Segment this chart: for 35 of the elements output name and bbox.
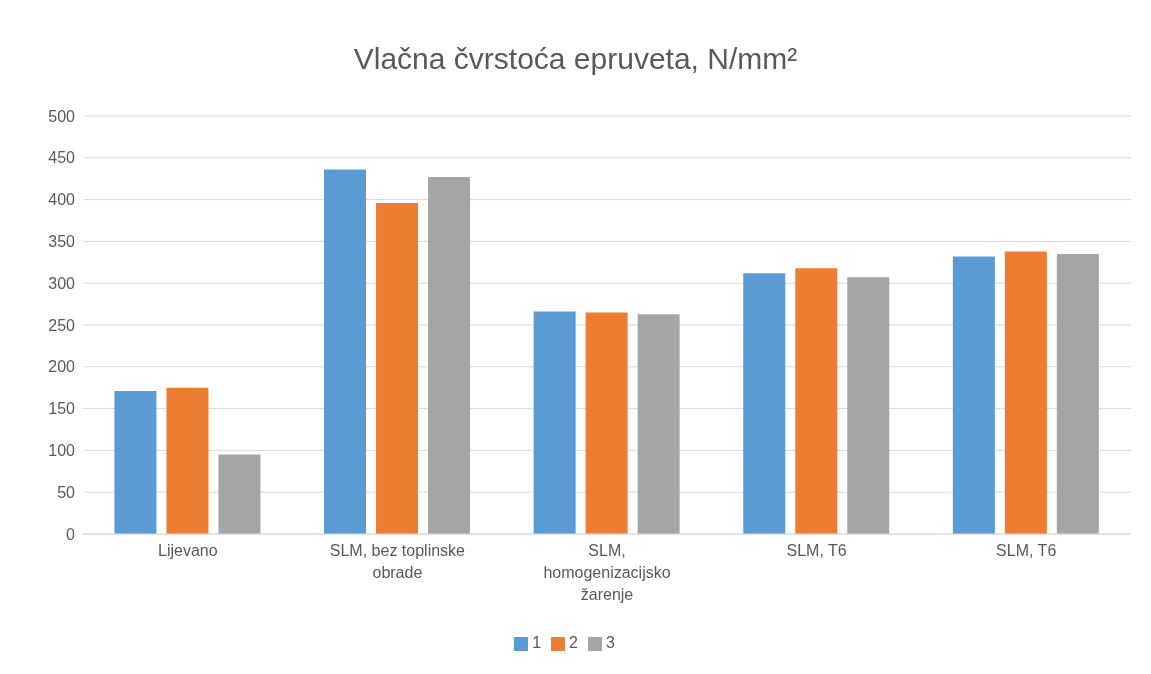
legend-label: 3 [605, 634, 615, 651]
bar [533, 311, 576, 534]
y-tick-label: 400 [48, 191, 76, 209]
y-tick-label: 300 [48, 274, 76, 292]
bar [637, 314, 680, 534]
y-tick-label: 500 [48, 107, 76, 125]
x-tick-label: SLM, T6 [786, 542, 847, 559]
bar [1056, 253, 1099, 534]
bar [376, 202, 419, 534]
bar [218, 454, 261, 534]
x-tick-label: SLM, homogenizacijsko žarenje [543, 542, 671, 603]
bar [795, 268, 838, 534]
y-tick-label: 450 [48, 149, 76, 167]
bar [324, 169, 367, 534]
bar [743, 273, 786, 534]
x-tick-label: SLM, bez toplinske obrade [329, 542, 466, 581]
x-tick-label: Lijevano [158, 542, 218, 559]
bar [847, 277, 890, 534]
bar [114, 391, 157, 534]
legend-label: 2 [569, 634, 578, 651]
legend-label: 1 [532, 634, 542, 651]
bar [166, 387, 209, 534]
y-tick-label: 200 [48, 358, 76, 376]
y-tick-label: 150 [48, 400, 76, 418]
bar [428, 177, 471, 534]
y-tick-label: 350 [48, 233, 76, 251]
bar [585, 312, 628, 534]
y-tick-label: 100 [48, 442, 76, 460]
y-tick-label: 50 [57, 483, 76, 501]
y-tick-label: 250 [48, 316, 76, 334]
chart-title: Vlačna čvrstoća epruveta, N/mm² [352, 41, 799, 77]
x-tick-label: SLM, T6 [996, 542, 1057, 559]
bar [1004, 251, 1047, 534]
bar [952, 256, 995, 534]
y-tick-label: 0 [66, 525, 76, 543]
